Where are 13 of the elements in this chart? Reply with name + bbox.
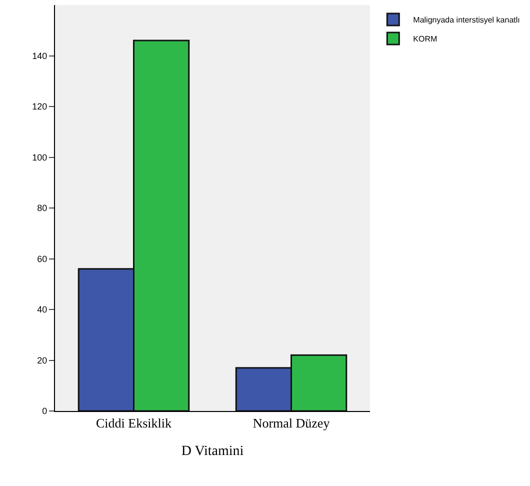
- y-tick-label: 0: [42, 406, 48, 416]
- y-tick-label: 40: [37, 304, 48, 315]
- y-tick-label: 120: [32, 102, 48, 112]
- y-tick-label: 60: [37, 254, 48, 264]
- x-tick-label: Normal Düzey: [252, 416, 330, 431]
- x-axis-title: D Vitamini: [181, 444, 244, 459]
- x-tick-label: Ciddi Eksiklik: [96, 416, 172, 431]
- y-tick-label: 20: [37, 355, 48, 366]
- legend-label: Malignyada interstisyel kanatlı: [413, 16, 520, 25]
- y-tick-label: 100: [32, 152, 48, 162]
- y-tick-label: 80: [37, 203, 48, 214]
- legend-label: KORM: [413, 34, 438, 44]
- y-tick-label: 140: [32, 50, 48, 61]
